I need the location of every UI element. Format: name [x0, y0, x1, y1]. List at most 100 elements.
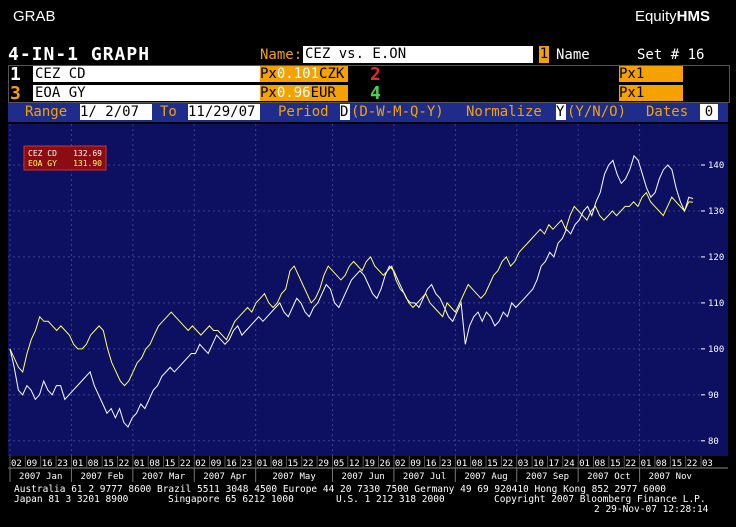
line-chart[interactable]: 80 90 100 110 120 130 140 CEZ CD 132.69 EOA GY 131…	[8, 124, 728, 486]
name-label: Name:	[260, 47, 303, 63]
y-tick-label-90: 90	[708, 391, 719, 401]
x-month-label-5: 2007 Jun	[341, 472, 384, 482]
x-day-label-18: 15	[287, 459, 298, 469]
x-day-label-15: 23	[241, 459, 252, 469]
dates-label: Dates	[646, 104, 689, 120]
legend-name-1: EOA GY	[28, 159, 57, 168]
grab-label[interactable]: GRAB	[13, 8, 56, 25]
x-day-label-2: 16	[42, 459, 53, 469]
x-day-label-19: 22	[303, 459, 314, 469]
x-day-label-35: 17	[548, 459, 559, 469]
x-day-label-32: 22	[502, 459, 513, 469]
x-day-label-33: 03	[518, 459, 529, 469]
x-day-label-3: 23	[57, 459, 68, 469]
x-day-label-28: 23	[441, 459, 452, 469]
security-2-ticker[interactable]	[392, 66, 617, 82]
x-month-label-2: 2007 Mar	[142, 472, 186, 482]
series-line-0	[9, 154, 694, 428]
range-label: Range	[25, 104, 68, 120]
x-day-label-11: 22	[180, 459, 191, 469]
x-day-label-23: 19	[364, 459, 375, 469]
security-3-ticker[interactable]: EOA GY	[33, 85, 260, 101]
x-day-label-10: 15	[165, 459, 176, 469]
set-number: Set # 16	[637, 47, 705, 63]
security-2-px-value: 1	[635, 66, 645, 82]
x-day-label-14: 16	[226, 459, 237, 469]
x-day-label-12: 02	[195, 459, 206, 469]
legend-value-0: 132.69	[73, 149, 102, 158]
x-day-label-44: 22	[687, 459, 698, 469]
page-title: 4-IN-1 GRAPH	[8, 44, 151, 65]
brand-prefix: Equity	[634, 8, 677, 25]
x-day-label-30: 08	[472, 459, 483, 469]
name-input[interactable]: CEZ vs. E.ON	[303, 46, 533, 63]
dates-input[interactable]: 0	[700, 104, 718, 120]
x-axis-bar	[8, 456, 728, 486]
security-4-number: 4	[370, 83, 381, 104]
x-day-label-0: 02	[11, 459, 22, 469]
x-day-label-5: 08	[88, 459, 99, 469]
security-1-px-label: Px	[260, 66, 277, 82]
period-label: Period	[278, 104, 329, 120]
x-day-label-40: 22	[625, 459, 636, 469]
x-day-label-9: 08	[149, 459, 160, 469]
security-4-ticker[interactable]	[392, 85, 617, 101]
legend-name-0: CEZ CD	[28, 149, 57, 158]
x-day-label-8: 01	[134, 459, 145, 469]
x-day-label-1: 09	[26, 459, 37, 469]
x-month-label-6: 2007 Jul	[403, 472, 446, 482]
x-day-label-43: 15	[671, 459, 682, 469]
x-day-label-36: 24	[564, 459, 575, 469]
x-day-label-25: 02	[395, 459, 406, 469]
x-month-label-4: 2007 May	[272, 472, 316, 482]
name-number-box[interactable]: 1	[539, 46, 549, 63]
normalize-options: (Y/N/O)	[567, 104, 627, 120]
security-2-number: 2	[370, 64, 381, 85]
x-month-label-1: 2007 Feb	[80, 472, 123, 482]
x-day-label-22: 12	[349, 459, 360, 469]
security-4-px-value: 1	[635, 85, 645, 101]
y-tick-label-140: 140	[708, 161, 724, 171]
x-month-label-7: 2007 Aug	[464, 472, 507, 482]
securities-panel	[8, 65, 730, 103]
security-3-px-value: 0.96	[276, 85, 311, 101]
y-tick-label-110: 110	[708, 299, 724, 309]
series-line-1	[9, 191, 694, 387]
y-tick-label-120: 120	[708, 253, 724, 263]
normalize-label: Normalize	[466, 104, 542, 120]
security-3-number: 3	[10, 83, 21, 104]
x-day-label-20: 29	[318, 459, 329, 469]
footer-japan-phone: Japan 81 3 3201 8900	[14, 494, 129, 505]
x-day-label-21: 05	[333, 459, 344, 469]
security-2-price-field[interactable]: Px1	[619, 66, 683, 82]
x-day-label-13: 09	[211, 459, 222, 469]
security-4-price-field[interactable]: Px1	[619, 85, 683, 101]
y-tick-label-100: 100	[708, 345, 724, 355]
range-end-input[interactable]: 11/29/07	[188, 104, 260, 120]
period-input[interactable]: D	[340, 104, 350, 120]
security-1-price-field[interactable]: Px0.101CZK	[260, 66, 348, 82]
footer-phone-line-1: Australia 61 2 9777 8600 Brazil 5511 304…	[14, 484, 667, 495]
x-day-label-7: 22	[118, 459, 129, 469]
range-start-input[interactable]: 1/ 2/07	[80, 104, 152, 120]
x-day-label-6: 15	[103, 459, 114, 469]
x-day-label-42: 08	[656, 459, 667, 469]
normalize-input[interactable]: Y	[556, 104, 566, 120]
footer-us-phone: U.S. 1 212 318 2000	[336, 494, 445, 505]
x-month-label-10: 2007 Nov	[649, 472, 692, 482]
security-1-px-value: 0.101	[276, 66, 320, 82]
x-month-label-9: 2007 Oct	[587, 472, 630, 482]
brand-suffix: HMS	[676, 8, 710, 25]
security-2-px-label: Px	[619, 66, 636, 82]
x-day-label-39: 15	[610, 459, 621, 469]
x-month-label-0: 2007 Jan	[19, 472, 62, 482]
x-day-label-27: 16	[426, 459, 437, 469]
x-day-label-41: 01	[641, 459, 652, 469]
security-3-price-field[interactable]: Px0.96EUR	[260, 85, 348, 101]
name-word: Name	[556, 47, 590, 63]
x-day-label-26: 09	[410, 459, 421, 469]
x-month-label-8: 2007 Sep	[526, 472, 569, 482]
brand-logo: EquityHMS	[635, 8, 710, 25]
security-3-px-label: Px	[260, 85, 277, 101]
security-1-ticker[interactable]: CEZ CD	[33, 66, 260, 82]
